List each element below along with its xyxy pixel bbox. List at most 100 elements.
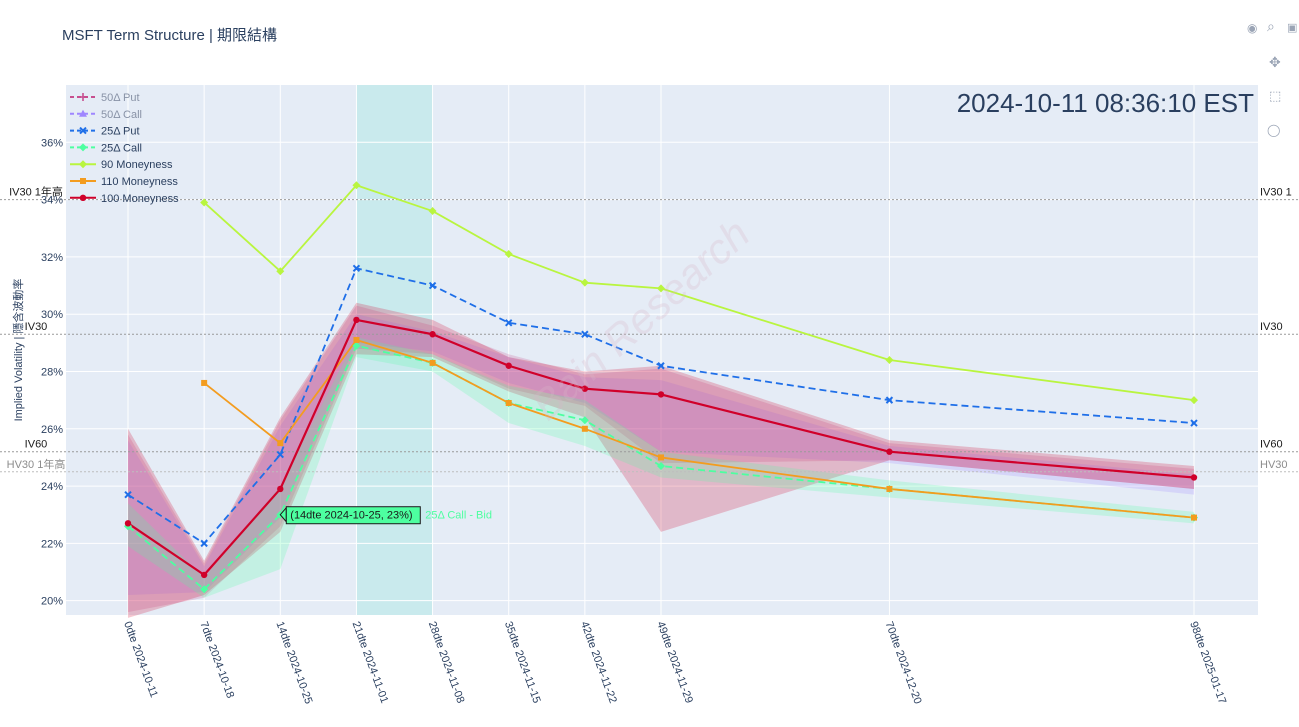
data-point-m100[interactable]	[277, 485, 284, 493]
legend-marker-m100[interactable]	[79, 194, 87, 201]
y-tick-label: 20%	[41, 596, 63, 608]
data-point-p25[interactable]	[124, 490, 132, 499]
data-point-m110[interactable]	[658, 454, 664, 461]
series-line-m100	[127, 318, 1195, 576]
marker-stroke	[428, 281, 437, 290]
data-point-m110[interactable]	[201, 379, 208, 386]
hline-label-left: HV30 1年高	[7, 457, 66, 471]
data-point-m90[interactable]	[504, 250, 513, 259]
hline-label-right: IV30 1	[1260, 187, 1292, 199]
marker-stroke	[124, 490, 132, 499]
x-tick-label: 7dte 2024-10-18	[197, 620, 236, 700]
data-point-p25[interactable]	[276, 450, 284, 459]
data-point-p25[interactable]	[505, 319, 513, 327]
legend-marker-m90[interactable]	[79, 160, 87, 169]
marker-stroke	[581, 330, 589, 338]
data-point-m90[interactable]	[200, 198, 209, 207]
legend-item-p50[interactable]: 50Δ Put	[101, 92, 140, 104]
legend-item-c25[interactable]: 25Δ Call	[101, 142, 142, 154]
legend-marker-m110[interactable]	[80, 178, 86, 184]
highlight-region	[356, 85, 433, 615]
marker-stroke	[1190, 419, 1198, 427]
data-point-p25[interactable]	[352, 264, 361, 273]
data-point-p25[interactable]	[581, 330, 589, 338]
data-point-m100[interactable]	[200, 571, 208, 579]
data-point-m90[interactable]	[1190, 396, 1198, 405]
legend-item-m110[interactable]: 110 Moneyness	[101, 176, 178, 188]
data-point-m90[interactable]	[428, 207, 437, 216]
legend-item-c50[interactable]: 50Δ Call	[101, 109, 142, 121]
pan-icon[interactable]: ✥	[1269, 54, 1281, 70]
marker-stroke	[885, 396, 894, 404]
x-tick-label: 28dte 2024-11-08	[426, 620, 467, 705]
autoscale-icon[interactable]: ▣	[1287, 22, 1298, 34]
data-point-p25[interactable]	[200, 539, 208, 548]
data-point-m90[interactable]	[276, 267, 285, 276]
data-point-m110[interactable]	[353, 336, 360, 343]
y-tick-label: 22%	[41, 538, 63, 550]
marker-stroke	[276, 450, 284, 459]
lasso-icon[interactable]: ◯	[1267, 123, 1281, 137]
data-point-m110[interactable]	[429, 359, 436, 366]
marker-stroke	[657, 362, 665, 370]
data-point-c25[interactable]	[352, 341, 361, 350]
data-point-m100[interactable]	[353, 316, 360, 324]
data-point-p25[interactable]	[428, 281, 437, 290]
modebar: ◉ ⌕ ✥ ⬚ ◯ ▣	[1247, 18, 1299, 148]
data-point-m100[interactable]	[429, 331, 436, 338]
data-point-p25[interactable]	[1190, 419, 1198, 427]
zoom-icon[interactable]: ⌕	[1267, 18, 1275, 34]
hline-label-right: HV30	[1260, 459, 1288, 471]
hline-label-left: IV30 1年高	[9, 185, 63, 199]
data-point-p25[interactable]	[885, 396, 894, 404]
hline-label-right: IV60	[1260, 439, 1283, 451]
box-select-icon[interactable]: ⬚	[1269, 88, 1282, 103]
legend-item-p25[interactable]: 25Δ Put	[101, 126, 140, 138]
x-tick-label: 21dte 2024-11-01	[350, 620, 391, 705]
data-point-m100[interactable]	[657, 391, 665, 398]
x-tick-label: 0dte 2024-10-11	[121, 620, 160, 699]
data-point-m100[interactable]	[505, 362, 512, 369]
data-point-m110[interactable]	[1191, 514, 1197, 521]
legend-marker-p50[interactable]	[79, 93, 87, 101]
data-point-c25[interactable]	[657, 462, 665, 471]
data-point-m100[interactable]	[124, 520, 132, 527]
y-tick-label: 32%	[41, 252, 63, 264]
y-axis-label: Implied Volatility | 隱含波動率	[11, 279, 25, 422]
data-point-m90[interactable]	[352, 181, 361, 190]
x-tick-label: 70dte 2024-12-20	[883, 620, 924, 706]
tooltip-box	[285, 506, 421, 525]
timestamp: 2024-10-11 08:36:10 EST	[957, 88, 1254, 118]
camera-icon[interactable]: ◉	[1247, 21, 1258, 35]
data-point-m90[interactable]	[657, 284, 665, 293]
marker-stroke	[352, 264, 361, 273]
data-point-m110[interactable]	[505, 400, 512, 406]
band-c50	[128, 314, 1194, 595]
data-point-c25[interactable]	[580, 416, 589, 425]
hover-tooltip: (14dte 2024-10-25, 23%) 25Δ Call - Bid	[279, 506, 492, 525]
x-tick-label: 35dte 2024-11-15	[502, 620, 543, 705]
tooltip-trace-name: 25Δ Call - Bid	[425, 510, 492, 522]
data-point-m100[interactable]	[581, 385, 589, 392]
data-point-m110[interactable]	[581, 425, 588, 432]
data-point-c25[interactable]	[200, 585, 209, 594]
data-point-m110[interactable]	[886, 485, 893, 492]
tooltip-text: (14dte 2024-10-25, 23%)	[290, 510, 412, 522]
data-point-m100[interactable]	[1190, 474, 1198, 481]
legend-marker-c25[interactable]	[79, 143, 87, 152]
data-point-p25[interactable]	[657, 362, 665, 370]
data-point-m90[interactable]	[580, 278, 589, 287]
plot-background	[66, 85, 1258, 615]
chart-title: MSFT Term Structure | 期限結構	[62, 27, 278, 44]
marker-stroke	[79, 126, 87, 135]
y-tick-label: 30%	[41, 309, 63, 321]
legend-item-m90[interactable]: 90 Moneyness	[101, 159, 173, 171]
legend-item-m100[interactable]: 100 Moneyness	[101, 193, 179, 205]
data-point-m90[interactable]	[885, 356, 894, 365]
data-point-m110[interactable]	[277, 440, 284, 447]
marker-stroke	[200, 539, 208, 548]
x-tick-label: 49dte 2024-11-29	[654, 620, 695, 705]
legend-marker-c50[interactable]	[79, 109, 87, 117]
legend-marker-p25[interactable]	[79, 126, 87, 135]
data-point-m100[interactable]	[886, 448, 893, 455]
